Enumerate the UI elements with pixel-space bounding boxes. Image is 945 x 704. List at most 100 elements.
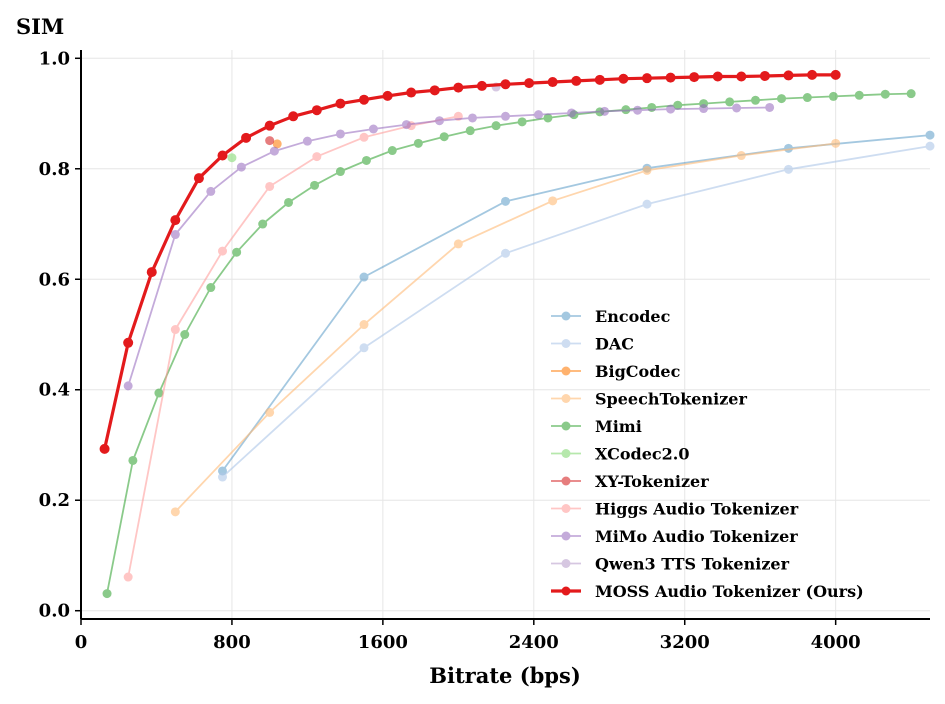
legend-label: Encodec <box>595 307 671 326</box>
series-line <box>221 145 931 478</box>
data-point <box>302 136 312 146</box>
legend-label: XCodec2.0 <box>595 445 689 464</box>
legend-swatch <box>551 394 581 403</box>
data-point <box>272 139 282 149</box>
data-point <box>925 141 935 151</box>
data-point <box>180 330 190 339</box>
data-point <box>217 150 228 161</box>
x-tick-label: 0 <box>75 632 88 653</box>
data-point <box>783 70 794 81</box>
data-point <box>567 108 577 118</box>
data-point <box>802 93 812 103</box>
data-point <box>618 73 629 84</box>
y-tick-label: 0.2 <box>39 490 70 511</box>
legend-item: SpeechTokenizer <box>551 390 747 409</box>
series-dac <box>218 141 935 482</box>
data-point <box>828 91 838 101</box>
data-point <box>750 95 760 105</box>
data-point <box>434 116 444 126</box>
data-point <box>170 507 180 517</box>
series-moss-audio-tokenizer-ours <box>99 69 841 454</box>
legend-label: Qwen3 TTS Tokenizer <box>595 555 790 574</box>
data-point <box>193 173 204 184</box>
legend-swatch-marker <box>561 339 571 348</box>
y-tick-label: 0.6 <box>39 269 70 290</box>
data-point <box>359 272 369 282</box>
data-point <box>241 132 252 143</box>
data-point <box>170 215 181 226</box>
data-point <box>265 136 275 146</box>
data-point <box>206 186 216 196</box>
data-point <box>218 246 227 256</box>
legend-item: Mimi <box>551 417 642 436</box>
legend-item: XY-Tokenizer <box>551 472 709 491</box>
legend-swatch-marker <box>561 504 571 513</box>
series-line <box>127 106 770 387</box>
data-point <box>258 219 268 229</box>
data-point <box>312 152 322 162</box>
legend-swatch <box>551 476 581 486</box>
data-point <box>310 180 320 190</box>
data-point <box>361 155 371 165</box>
series-mimi <box>102 89 916 599</box>
data-point <box>689 72 700 83</box>
legend-swatch <box>551 531 581 541</box>
data-point <box>99 443 110 454</box>
data-point <box>600 106 610 116</box>
data-point <box>359 132 369 142</box>
data-point <box>925 130 935 140</box>
data-point <box>128 455 138 465</box>
data-point <box>725 97 735 107</box>
data-point <box>673 100 683 110</box>
data-point <box>534 110 544 120</box>
data-point <box>236 162 246 172</box>
data-point <box>666 104 676 114</box>
data-point <box>123 572 133 582</box>
y-tick-label: 0.4 <box>39 380 70 401</box>
data-point <box>571 75 582 86</box>
legend-swatch <box>551 586 581 596</box>
data-point <box>387 146 397 156</box>
data-point <box>491 121 501 131</box>
data-point <box>265 181 275 191</box>
data-point <box>501 111 510 121</box>
series-speechtokenizer <box>170 138 841 517</box>
legend-swatch <box>551 366 581 376</box>
data-point <box>594 74 605 85</box>
data-point <box>439 132 449 142</box>
legend-swatch <box>551 339 581 348</box>
legend-item: Encodec <box>551 307 671 326</box>
data-point <box>467 113 477 123</box>
data-point <box>807 69 818 80</box>
legend: Encodec DAC BigCodec SpeechTokenizer Mimi XCo… <box>551 307 864 601</box>
data-point <box>284 197 294 207</box>
data-point <box>265 407 275 417</box>
legend-swatch-marker <box>561 366 571 376</box>
legend-item: DAC <box>551 335 634 354</box>
data-point <box>621 105 631 115</box>
data-point <box>335 129 345 139</box>
data-point <box>465 126 475 136</box>
legend-item: BigCodec <box>551 362 681 381</box>
y-axis-title: SIM <box>16 14 64 39</box>
legend-item: MOSS Audio Tokenizer (Ours) <box>551 582 864 601</box>
data-point <box>777 94 787 104</box>
legend-label: DAC <box>595 335 634 354</box>
data-point <box>335 98 346 109</box>
x-tick-label: 4000 <box>811 632 861 653</box>
data-point <box>830 69 841 80</box>
data-point <box>784 164 793 174</box>
data-point <box>368 124 378 134</box>
data-point <box>732 103 742 113</box>
data-point <box>712 71 723 82</box>
data-point <box>642 73 652 84</box>
data-point <box>906 89 916 99</box>
data-point <box>453 82 464 93</box>
legend-item: Higgs Audio Tokenizer <box>551 500 799 519</box>
data-point <box>633 105 643 115</box>
data-point <box>123 381 133 391</box>
y-tick-label: 1.0 <box>39 48 70 69</box>
legend-swatch <box>551 449 581 458</box>
data-point <box>699 104 709 114</box>
data-point <box>227 153 237 163</box>
